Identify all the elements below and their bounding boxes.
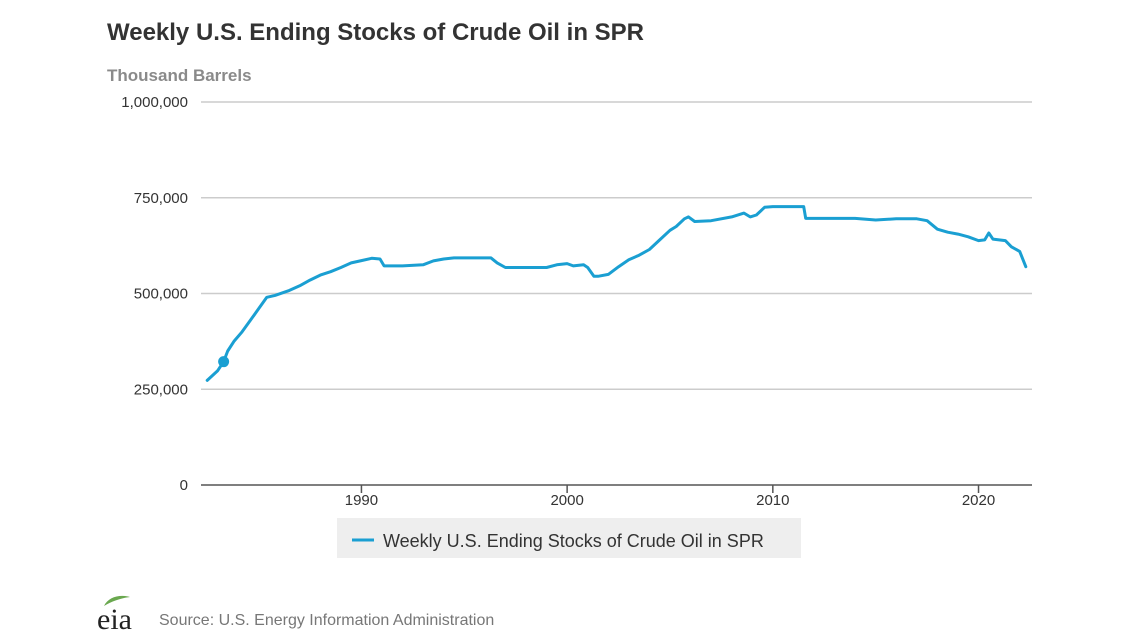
y-axis-label: Thousand Barrels [107,66,252,85]
legend[interactable]: Weekly U.S. Ending Stocks of Crude Oil i… [337,518,801,558]
logo-text: eia [97,603,132,636]
y-tick-label: 500,000 [134,286,188,303]
x-axis: 1990 2000 2010 2020 [201,484,1032,509]
eia-logo: eia [97,595,132,636]
chart-title: Weekly U.S. Ending Stocks of Crude Oil i… [107,19,644,46]
series-line [205,205,1028,382]
x-tick-label: 2000 [550,492,583,509]
y-tick-label: 1,000,000 [121,94,188,111]
source-text: Source: U.S. Energy Information Administ… [159,612,494,629]
logo-leaf-icon [104,595,130,606]
series-layer [205,205,1028,382]
x-tick-label: 1990 [345,492,378,509]
x-tick-label: 2020 [962,492,995,509]
grid-lines [201,101,1032,390]
y-tick-label: 0 [180,477,188,494]
legend-label: Weekly U.S. Ending Stocks of Crude Oil i… [383,531,764,551]
y-tick-label: 750,000 [134,190,188,207]
y-tick-label: 250,000 [134,381,188,398]
x-tick-label: 2010 [756,492,789,509]
highlight-point [218,356,230,368]
y-tick-labels: 0 250,000 500,000 750,000 1,000,000 [121,94,188,494]
legend-background [337,518,801,558]
